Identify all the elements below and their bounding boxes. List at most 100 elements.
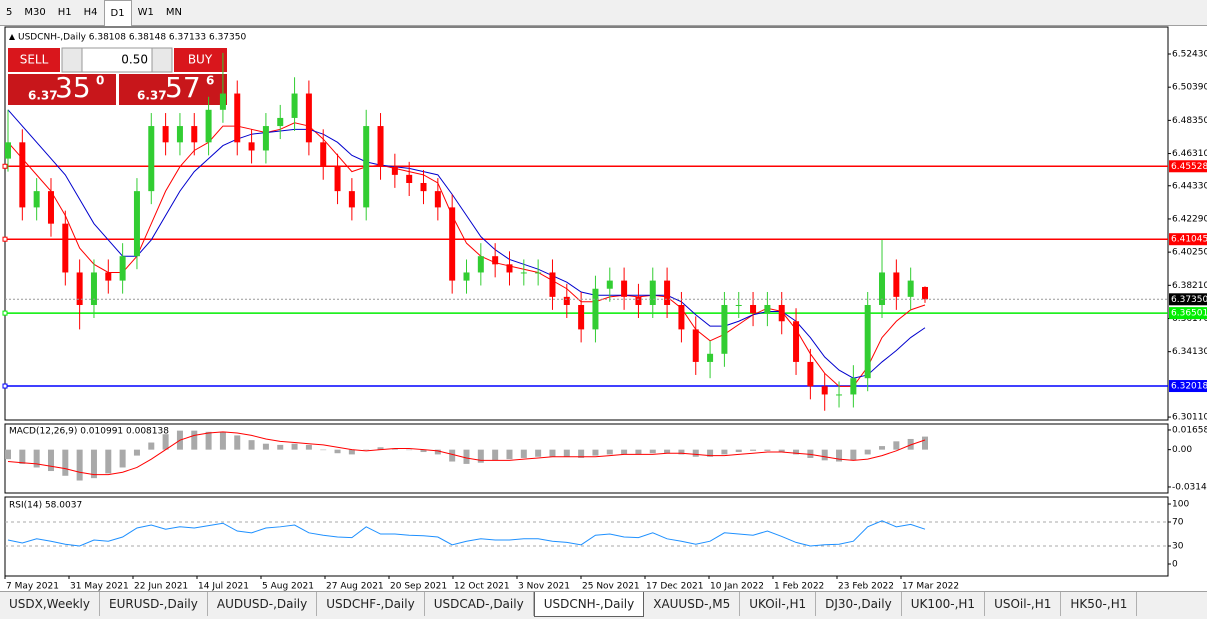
candle-body <box>76 272 83 305</box>
current-price-box <box>1169 293 1207 306</box>
macd-bar <box>635 449 642 455</box>
macd-bar <box>506 449 513 460</box>
lot-down[interactable] <box>61 47 83 73</box>
tab[interactable]: UKOil-,H1 <box>740 592 817 616</box>
y-tick-label: 100 <box>1172 500 1189 510</box>
tab[interactable]: D1 <box>103 0 132 26</box>
macd-bar <box>105 449 112 474</box>
tab[interactable]: USOil-,H1 <box>985 592 1062 616</box>
macd-bar <box>19 449 26 464</box>
macd-bar <box>76 449 83 481</box>
candle-body <box>492 256 499 265</box>
macd-bar <box>893 441 900 450</box>
tab[interactable]: USDCNH-,Daily <box>533 592 645 617</box>
candle-body <box>348 191 355 208</box>
trade-panel: SELL 0.50 BUY 6.37 35 0 6.37 57 6 <box>8 47 227 105</box>
macd-bar <box>750 449 757 451</box>
x-tick-label: 1 Feb 2022 <box>774 582 824 592</box>
macd-bar <box>334 449 341 454</box>
macd-bar <box>592 449 599 456</box>
candle-body <box>191 126 198 143</box>
candle-body <box>606 280 613 289</box>
ask-sup: 6 <box>206 74 214 88</box>
candle-body <box>19 142 26 208</box>
candle-body <box>893 272 900 297</box>
candle-body <box>836 394 843 396</box>
y-tick-label: 6.40250 <box>1172 248 1207 258</box>
candle-body <box>5 142 11 159</box>
x-tick-label: 5 Aug 2021 <box>262 582 314 592</box>
current-price-label: 6.37350 <box>1171 295 1207 305</box>
candle-body <box>807 361 814 387</box>
candle-body <box>821 386 828 395</box>
tab[interactable]: UK100-,H1 <box>902 592 986 616</box>
level-label-box <box>1169 307 1207 320</box>
candle-body <box>90 272 97 305</box>
candle-body <box>463 272 470 281</box>
buy-button[interactable] <box>174 48 227 72</box>
tab[interactable]: XAUUSD-,M5 <box>644 592 741 616</box>
candle-body <box>907 280 914 297</box>
price-title: USDCNH-,Daily 6.38108 6.38148 6.37133 6.… <box>18 33 246 43</box>
macd-bar <box>907 438 914 450</box>
y-tick-label: 30 <box>1172 542 1184 552</box>
tab[interactable]: USDCHF-,Daily <box>317 592 425 616</box>
macd-bar <box>721 449 728 455</box>
y-tick-label: 6.42290 <box>1172 214 1207 224</box>
macd-bar <box>563 449 570 457</box>
candle-body <box>678 304 685 330</box>
macd-bar <box>363 449 370 451</box>
x-tick-label: 12 Oct 2021 <box>454 582 510 592</box>
macd-bar <box>864 449 871 455</box>
level-label: 6.32018 <box>1171 382 1207 392</box>
y-tick-label: 6.50390 <box>1172 83 1207 93</box>
candle-body <box>234 93 241 143</box>
lot-input[interactable] <box>81 47 153 73</box>
tab[interactable]: AUDUSD-,Daily <box>208 592 318 616</box>
candle-body <box>334 166 341 192</box>
candle-body <box>320 142 327 167</box>
candle-body <box>520 272 527 274</box>
x-tick-label: 22 Jun 2021 <box>134 582 188 592</box>
level-handle <box>2 383 8 389</box>
sell-button[interactable] <box>8 48 60 72</box>
macd-bar <box>492 449 499 461</box>
y-tick-label: 6.52430 <box>1172 50 1207 60</box>
buy-label: BUY <box>188 53 213 67</box>
macd-bar <box>133 449 140 456</box>
bid-prefix: 6.37 <box>28 89 58 103</box>
tab[interactable]: H1 <box>57 7 72 18</box>
rsi-line <box>7 520 926 547</box>
macd-bar <box>305 444 312 450</box>
tab[interactable]: MN <box>165 7 182 18</box>
tab[interactable]: H4 <box>83 7 98 18</box>
tab[interactable]: 5 <box>6 7 13 18</box>
y-tick-label: -0.03142 <box>1172 482 1207 492</box>
candle-body <box>707 353 714 362</box>
candle-body <box>391 166 398 175</box>
ask-big: 57 <box>165 71 201 104</box>
candle-body <box>133 191 140 257</box>
bid-box[interactable] <box>8 74 116 105</box>
tab[interactable]: USDCAD-,Daily <box>425 592 534 616</box>
tab[interactable]: EURUSD-,Daily <box>100 592 208 616</box>
candle-body <box>205 109 212 143</box>
candle-body <box>406 174 413 183</box>
macd-bar <box>119 449 126 468</box>
candle-body <box>864 304 871 379</box>
macd-bar <box>836 449 843 462</box>
tab[interactable]: USDX,Weekly <box>0 592 100 616</box>
tab[interactable]: M30 <box>24 7 46 18</box>
tab[interactable]: DJ30-,Daily <box>816 592 902 616</box>
y-tick-label: 6.34130 <box>1172 347 1207 357</box>
candle-body <box>635 296 642 305</box>
moving-average <box>7 109 926 379</box>
macd-bar <box>262 443 269 450</box>
x-tick-label: 20 Sep 2021 <box>390 582 447 592</box>
x-tick-label: 3 Nov 2021 <box>518 582 570 592</box>
macd-bar <box>678 449 685 455</box>
tab[interactable]: HK50-,H1 <box>1061 592 1138 616</box>
tab[interactable]: W1 <box>137 7 154 18</box>
bid-sup: 0 <box>96 74 104 88</box>
lot-up[interactable] <box>151 47 173 73</box>
